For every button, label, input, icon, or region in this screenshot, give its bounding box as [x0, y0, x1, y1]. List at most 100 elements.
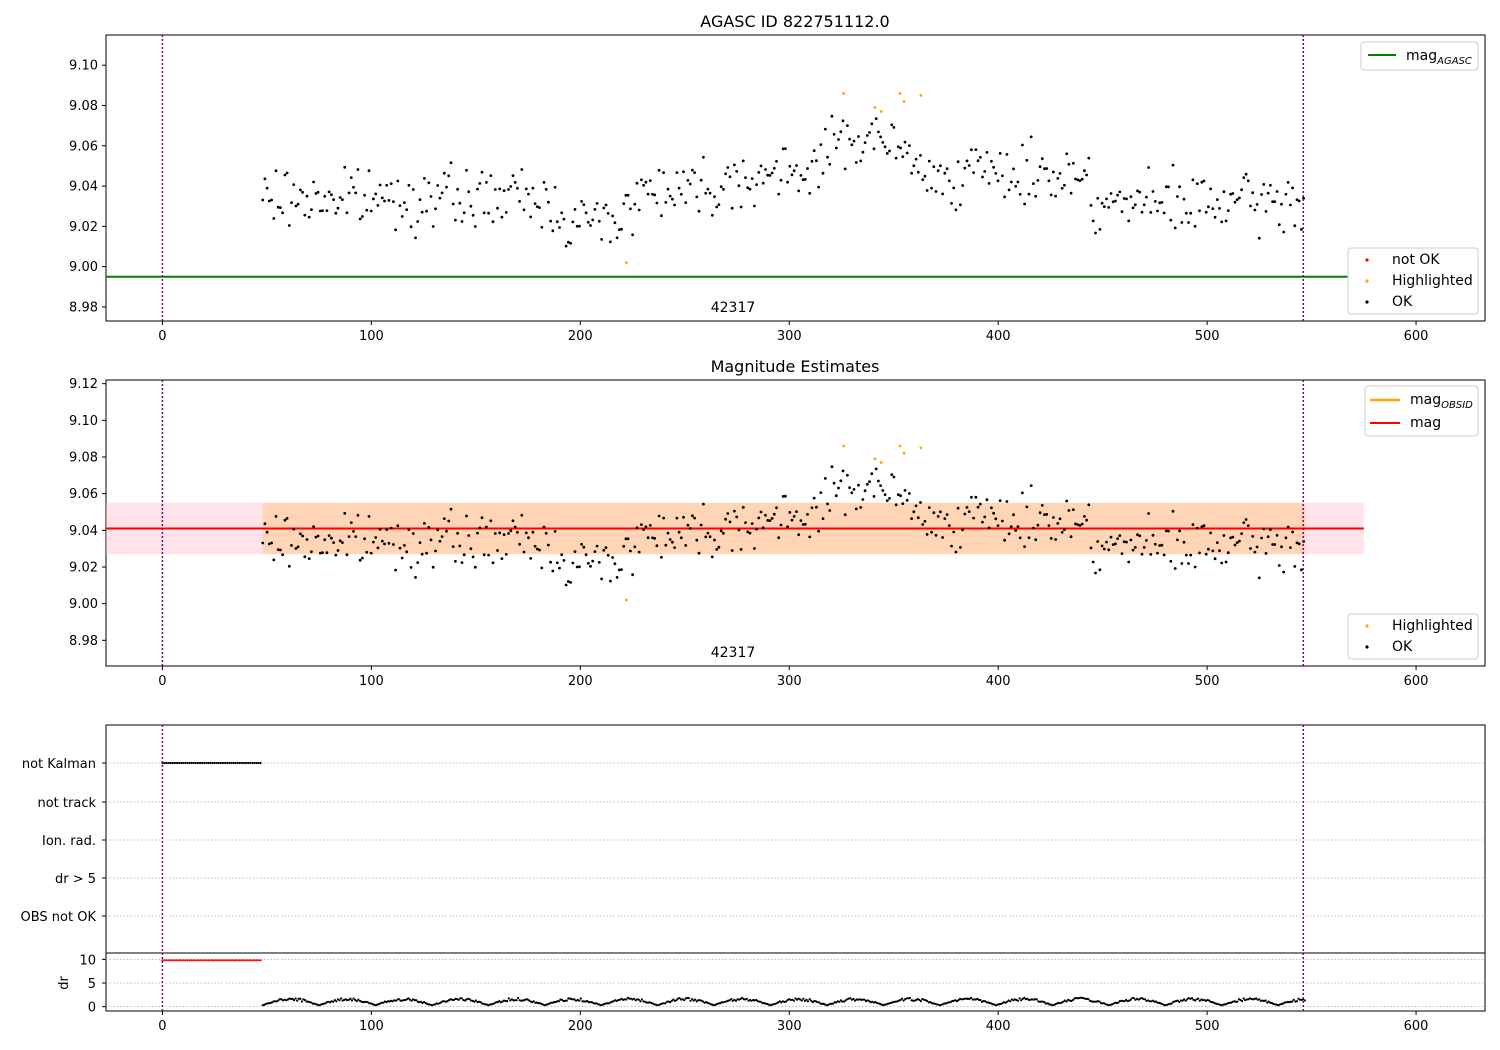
ok-point	[1018, 536, 1022, 540]
ok-point	[877, 479, 880, 483]
ok-point	[1096, 196, 1100, 200]
ok-point	[620, 568, 623, 571]
ok-point	[606, 553, 610, 557]
ok-point	[1269, 528, 1272, 531]
dr-flagged-point	[253, 959, 256, 962]
dr-ok-point	[691, 998, 694, 1001]
ok-point	[549, 560, 552, 564]
dr-ok-point	[275, 1000, 278, 1003]
ok-point	[454, 218, 457, 222]
dr-flagged-point	[192, 959, 195, 962]
ok-point	[1189, 553, 1193, 557]
ok-point	[896, 145, 900, 149]
dr-flagged-point	[178, 959, 181, 962]
dr-ok-point	[415, 999, 418, 1002]
ok-point	[978, 502, 982, 506]
ok-point	[1178, 529, 1181, 533]
not-kalman-point	[226, 761, 229, 765]
y-tick-label: 8.98	[69, 300, 98, 315]
ok-point	[405, 208, 409, 212]
ok-point	[901, 155, 905, 159]
ok-point	[675, 516, 679, 520]
dr-ok-point	[1043, 1001, 1046, 1004]
ok-point	[1249, 547, 1252, 550]
ok-point	[772, 166, 776, 170]
ok-point	[1129, 538, 1133, 542]
dr-ok-point	[506, 1000, 509, 1003]
ok-point	[865, 482, 869, 486]
ok-point	[799, 519, 803, 522]
ok-point	[668, 194, 672, 198]
dr-ok-point	[1103, 1002, 1106, 1005]
dr-ok-point	[733, 998, 736, 1002]
ok-point	[1218, 549, 1221, 553]
ok-point	[296, 545, 300, 549]
ok-point	[1176, 195, 1179, 198]
ok-point	[1032, 526, 1035, 530]
ok-point	[965, 159, 969, 163]
ok-point	[569, 581, 572, 584]
ok-point	[281, 211, 284, 215]
dr-ok-point	[532, 1000, 535, 1003]
dr-ok-point	[366, 1001, 369, 1004]
dr-flagged-point	[251, 959, 254, 962]
dr-flagged-point	[167, 959, 170, 962]
ok-point	[819, 143, 823, 147]
ok-point	[310, 550, 313, 554]
ok-point	[943, 517, 947, 520]
ok-point	[651, 536, 654, 540]
not-kalman-point	[255, 761, 258, 765]
ok-point	[504, 553, 508, 556]
y-tick-label: 8.98	[69, 634, 98, 649]
ok-point	[407, 528, 411, 531]
dr-ok-point	[1131, 996, 1134, 1000]
ok-point	[287, 564, 291, 568]
ok-point	[801, 178, 805, 182]
not-kalman-point	[165, 761, 168, 765]
ok-point	[990, 159, 993, 163]
ok-point	[336, 549, 340, 552]
ok-point	[905, 151, 909, 155]
ok-point	[1171, 163, 1175, 167]
ok-point	[888, 497, 891, 500]
dr-flagged-point	[213, 959, 216, 962]
ok-point	[580, 200, 583, 203]
ok-point	[730, 206, 734, 210]
ok-point	[945, 513, 949, 516]
dr-tick-label: 5	[88, 977, 96, 992]
ok-point	[1233, 543, 1237, 547]
dr-ok-point	[800, 999, 803, 1002]
dr-ok-point	[292, 999, 296, 1002]
ok-point	[901, 502, 905, 505]
ok-point	[310, 208, 313, 212]
legend-label-mag-obsid: mag	[1410, 392, 1441, 408]
ok-point	[316, 190, 320, 194]
ok-point	[1094, 571, 1097, 575]
ok-point	[542, 181, 546, 184]
ok-point	[1213, 557, 1217, 561]
ok-point	[648, 179, 652, 183]
ok-point	[854, 161, 858, 164]
ok-point	[832, 481, 836, 485]
ok-point	[274, 515, 278, 518]
dr-ok-point	[382, 1001, 385, 1004]
ok-point	[894, 156, 898, 160]
ok-point	[613, 221, 617, 225]
ok-point	[795, 510, 798, 513]
ok-point	[923, 174, 927, 178]
ok-point	[343, 511, 347, 515]
ok-point	[555, 220, 559, 224]
ok-point	[761, 181, 765, 185]
dr-ok-point	[1297, 997, 1300, 1000]
dr-ok-point	[1303, 999, 1306, 1002]
dr-ok-point	[669, 1001, 672, 1004]
dr-ok-point	[984, 1000, 987, 1003]
ok-point	[367, 515, 371, 518]
ok-point	[1058, 172, 1062, 175]
ok-point	[1240, 188, 1243, 192]
dr-ok-point	[1132, 997, 1136, 1000]
ok-point	[983, 170, 987, 173]
ok-point	[892, 475, 896, 479]
ok-point	[276, 548, 280, 551]
ok-point	[930, 530, 933, 534]
